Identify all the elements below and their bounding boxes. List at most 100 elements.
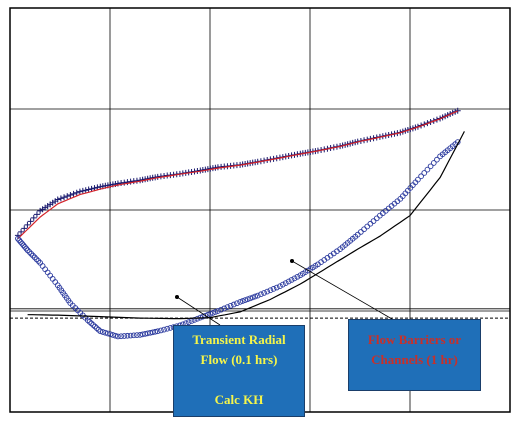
circle-marker bbox=[227, 302, 234, 309]
plus-marker bbox=[57, 195, 64, 202]
plus-marker bbox=[33, 211, 40, 218]
circle-marker bbox=[21, 244, 28, 250]
callout-arrows bbox=[175, 259, 393, 326]
barrier-callout-arrowhead bbox=[290, 259, 294, 263]
plus-marker bbox=[67, 192, 74, 199]
circle-marker bbox=[30, 252, 36, 259]
flow-barriers-callout: Flow Barriers or Channels (1 hr) bbox=[348, 319, 481, 391]
circle-marker bbox=[102, 329, 109, 336]
circle-marker bbox=[110, 332, 116, 338]
plus-marker bbox=[76, 188, 83, 195]
plus-marker bbox=[85, 186, 92, 193]
circle-marker bbox=[164, 325, 171, 332]
circle-marker bbox=[210, 310, 216, 316]
circle-marker bbox=[285, 278, 292, 285]
circle-marker bbox=[31, 254, 38, 261]
circle-marker bbox=[207, 310, 214, 317]
callout-line: Transient Radial bbox=[192, 332, 286, 347]
radial-callout-arrow bbox=[176, 296, 221, 326]
circle-marker bbox=[273, 284, 280, 291]
plus-marker bbox=[14, 232, 21, 239]
circle-marker bbox=[252, 293, 259, 300]
circle-marker bbox=[277, 283, 283, 290]
circle-marker bbox=[244, 296, 251, 303]
circle-marker bbox=[84, 317, 91, 324]
circle-marker bbox=[212, 309, 219, 315]
circle-marker bbox=[218, 306, 224, 313]
callout-line: Calc KH bbox=[214, 392, 264, 407]
circle-marker bbox=[258, 291, 264, 298]
circle-marker bbox=[107, 331, 114, 338]
circle-marker bbox=[430, 160, 437, 166]
circle-marker bbox=[267, 287, 274, 294]
circle-marker bbox=[158, 327, 164, 334]
circle-marker bbox=[239, 298, 246, 304]
circle-marker bbox=[35, 258, 42, 264]
circle-marker bbox=[15, 235, 21, 242]
plus-marker bbox=[27, 218, 34, 225]
circle-marker bbox=[20, 242, 27, 249]
circle-marker bbox=[127, 332, 134, 339]
callout-line bbox=[174, 370, 304, 390]
circle-marker bbox=[249, 294, 256, 301]
circle-marker bbox=[130, 332, 137, 339]
plus-marker bbox=[82, 187, 89, 194]
circle-marker bbox=[234, 300, 240, 307]
circle-marker bbox=[93, 325, 100, 331]
circle-marker bbox=[279, 281, 286, 288]
plus-marker bbox=[61, 194, 68, 201]
transient-radial-flow-callout: Transient Radial Flow (0.1 hrs) Calc KH bbox=[173, 325, 305, 417]
circle-marker bbox=[185, 319, 192, 325]
circle-marker bbox=[434, 156, 440, 163]
plus-marker bbox=[70, 190, 77, 197]
circle-marker bbox=[215, 308, 221, 314]
circle-marker bbox=[118, 333, 124, 340]
plus-marker bbox=[88, 185, 95, 192]
circle-marker bbox=[282, 280, 289, 286]
callout-line: Channels (1 hr) bbox=[371, 352, 458, 367]
circle-marker bbox=[115, 333, 121, 340]
circle-marker bbox=[427, 163, 434, 170]
circle-marker bbox=[124, 332, 131, 339]
series-line-3 bbox=[27, 131, 465, 320]
circle-marker bbox=[191, 316, 198, 323]
circle-marker bbox=[86, 318, 93, 325]
circle-marker bbox=[24, 247, 31, 254]
circle-marker bbox=[105, 330, 111, 337]
circle-marker bbox=[134, 332, 140, 338]
circle-marker bbox=[154, 328, 161, 335]
circle-marker bbox=[270, 286, 277, 292]
circle-marker bbox=[92, 323, 98, 330]
plus-marker bbox=[79, 187, 86, 194]
circle-marker bbox=[261, 290, 267, 296]
plus-marker bbox=[18, 228, 25, 235]
circle-marker bbox=[152, 328, 159, 335]
circle-marker bbox=[247, 295, 254, 302]
barrier-callout-arrow bbox=[291, 260, 393, 320]
circle-marker bbox=[237, 299, 243, 305]
circle-marker bbox=[194, 315, 201, 322]
circle-marker bbox=[97, 328, 104, 335]
circle-marker bbox=[254, 292, 261, 299]
circle-marker bbox=[424, 166, 431, 173]
circle-marker bbox=[28, 250, 35, 257]
circle-marker bbox=[291, 275, 298, 282]
circle-marker bbox=[112, 332, 119, 339]
plus-marker bbox=[30, 214, 37, 221]
plus-marker bbox=[54, 196, 61, 203]
series-layer bbox=[14, 107, 465, 340]
circle-marker bbox=[418, 173, 424, 180]
circle-marker bbox=[88, 320, 95, 327]
callout-line: Flow Barriers or bbox=[367, 332, 462, 347]
circle-marker bbox=[288, 277, 295, 283]
circle-marker bbox=[242, 297, 248, 303]
circle-marker bbox=[95, 326, 102, 333]
plus-marker bbox=[24, 221, 31, 228]
plus-marker bbox=[64, 193, 71, 200]
circle-marker bbox=[23, 245, 30, 252]
circle-marker bbox=[421, 170, 428, 176]
circle-marker bbox=[415, 176, 421, 183]
circle-marker bbox=[90, 322, 97, 328]
circle-marker bbox=[121, 333, 128, 339]
circle-marker bbox=[294, 273, 301, 280]
